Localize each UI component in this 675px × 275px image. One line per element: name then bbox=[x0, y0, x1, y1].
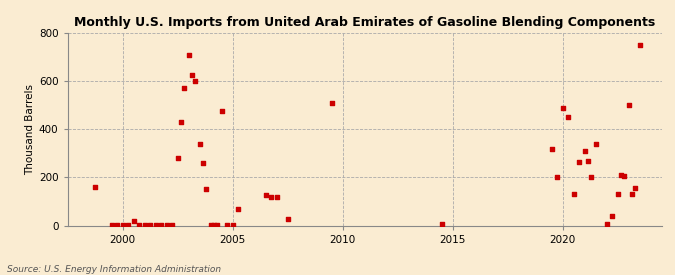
Point bbox=[128, 219, 139, 223]
Point bbox=[612, 192, 623, 196]
Point bbox=[546, 146, 557, 151]
Point bbox=[190, 79, 200, 83]
Point bbox=[156, 222, 167, 227]
Point bbox=[200, 187, 211, 192]
Point bbox=[619, 174, 630, 178]
Point bbox=[623, 103, 634, 107]
Point bbox=[634, 43, 645, 47]
Point bbox=[265, 194, 276, 199]
Point bbox=[205, 222, 216, 227]
Point bbox=[586, 175, 597, 180]
Point bbox=[172, 156, 183, 160]
Point bbox=[626, 192, 637, 196]
Title: Monthly U.S. Imports from United Arab Emirates of Gasoline Blending Components: Monthly U.S. Imports from United Arab Em… bbox=[74, 16, 655, 29]
Point bbox=[167, 222, 178, 227]
Point bbox=[150, 222, 161, 227]
Point bbox=[562, 115, 573, 119]
Point bbox=[221, 222, 232, 227]
Point bbox=[557, 105, 568, 110]
Point bbox=[227, 222, 238, 227]
Point bbox=[282, 217, 293, 222]
Point bbox=[233, 207, 244, 211]
Point bbox=[186, 73, 197, 77]
Point bbox=[583, 158, 593, 163]
Point bbox=[271, 194, 282, 199]
Point bbox=[436, 221, 447, 226]
Point bbox=[197, 161, 208, 165]
Point bbox=[194, 141, 205, 146]
Point bbox=[90, 185, 101, 189]
Point bbox=[111, 222, 122, 227]
Point bbox=[209, 222, 219, 227]
Point bbox=[326, 101, 337, 105]
Point bbox=[607, 214, 618, 218]
Point bbox=[568, 192, 579, 196]
Y-axis label: Thousand Barrels: Thousand Barrels bbox=[25, 84, 34, 175]
Point bbox=[161, 222, 172, 227]
Point bbox=[183, 53, 194, 57]
Point bbox=[212, 222, 223, 227]
Point bbox=[574, 160, 585, 164]
Point bbox=[601, 221, 612, 226]
Point bbox=[179, 86, 190, 90]
Point bbox=[551, 175, 562, 180]
Point bbox=[216, 109, 227, 113]
Point bbox=[579, 149, 590, 153]
Point bbox=[123, 222, 134, 227]
Point bbox=[590, 141, 601, 146]
Point bbox=[630, 186, 641, 190]
Text: Source: U.S. Energy Information Administration: Source: U.S. Energy Information Administ… bbox=[7, 265, 221, 274]
Point bbox=[139, 222, 150, 227]
Point bbox=[106, 222, 117, 227]
Point bbox=[117, 222, 128, 227]
Point bbox=[144, 222, 155, 227]
Point bbox=[260, 193, 271, 198]
Point bbox=[134, 222, 144, 227]
Point bbox=[616, 173, 626, 177]
Point bbox=[176, 120, 186, 124]
